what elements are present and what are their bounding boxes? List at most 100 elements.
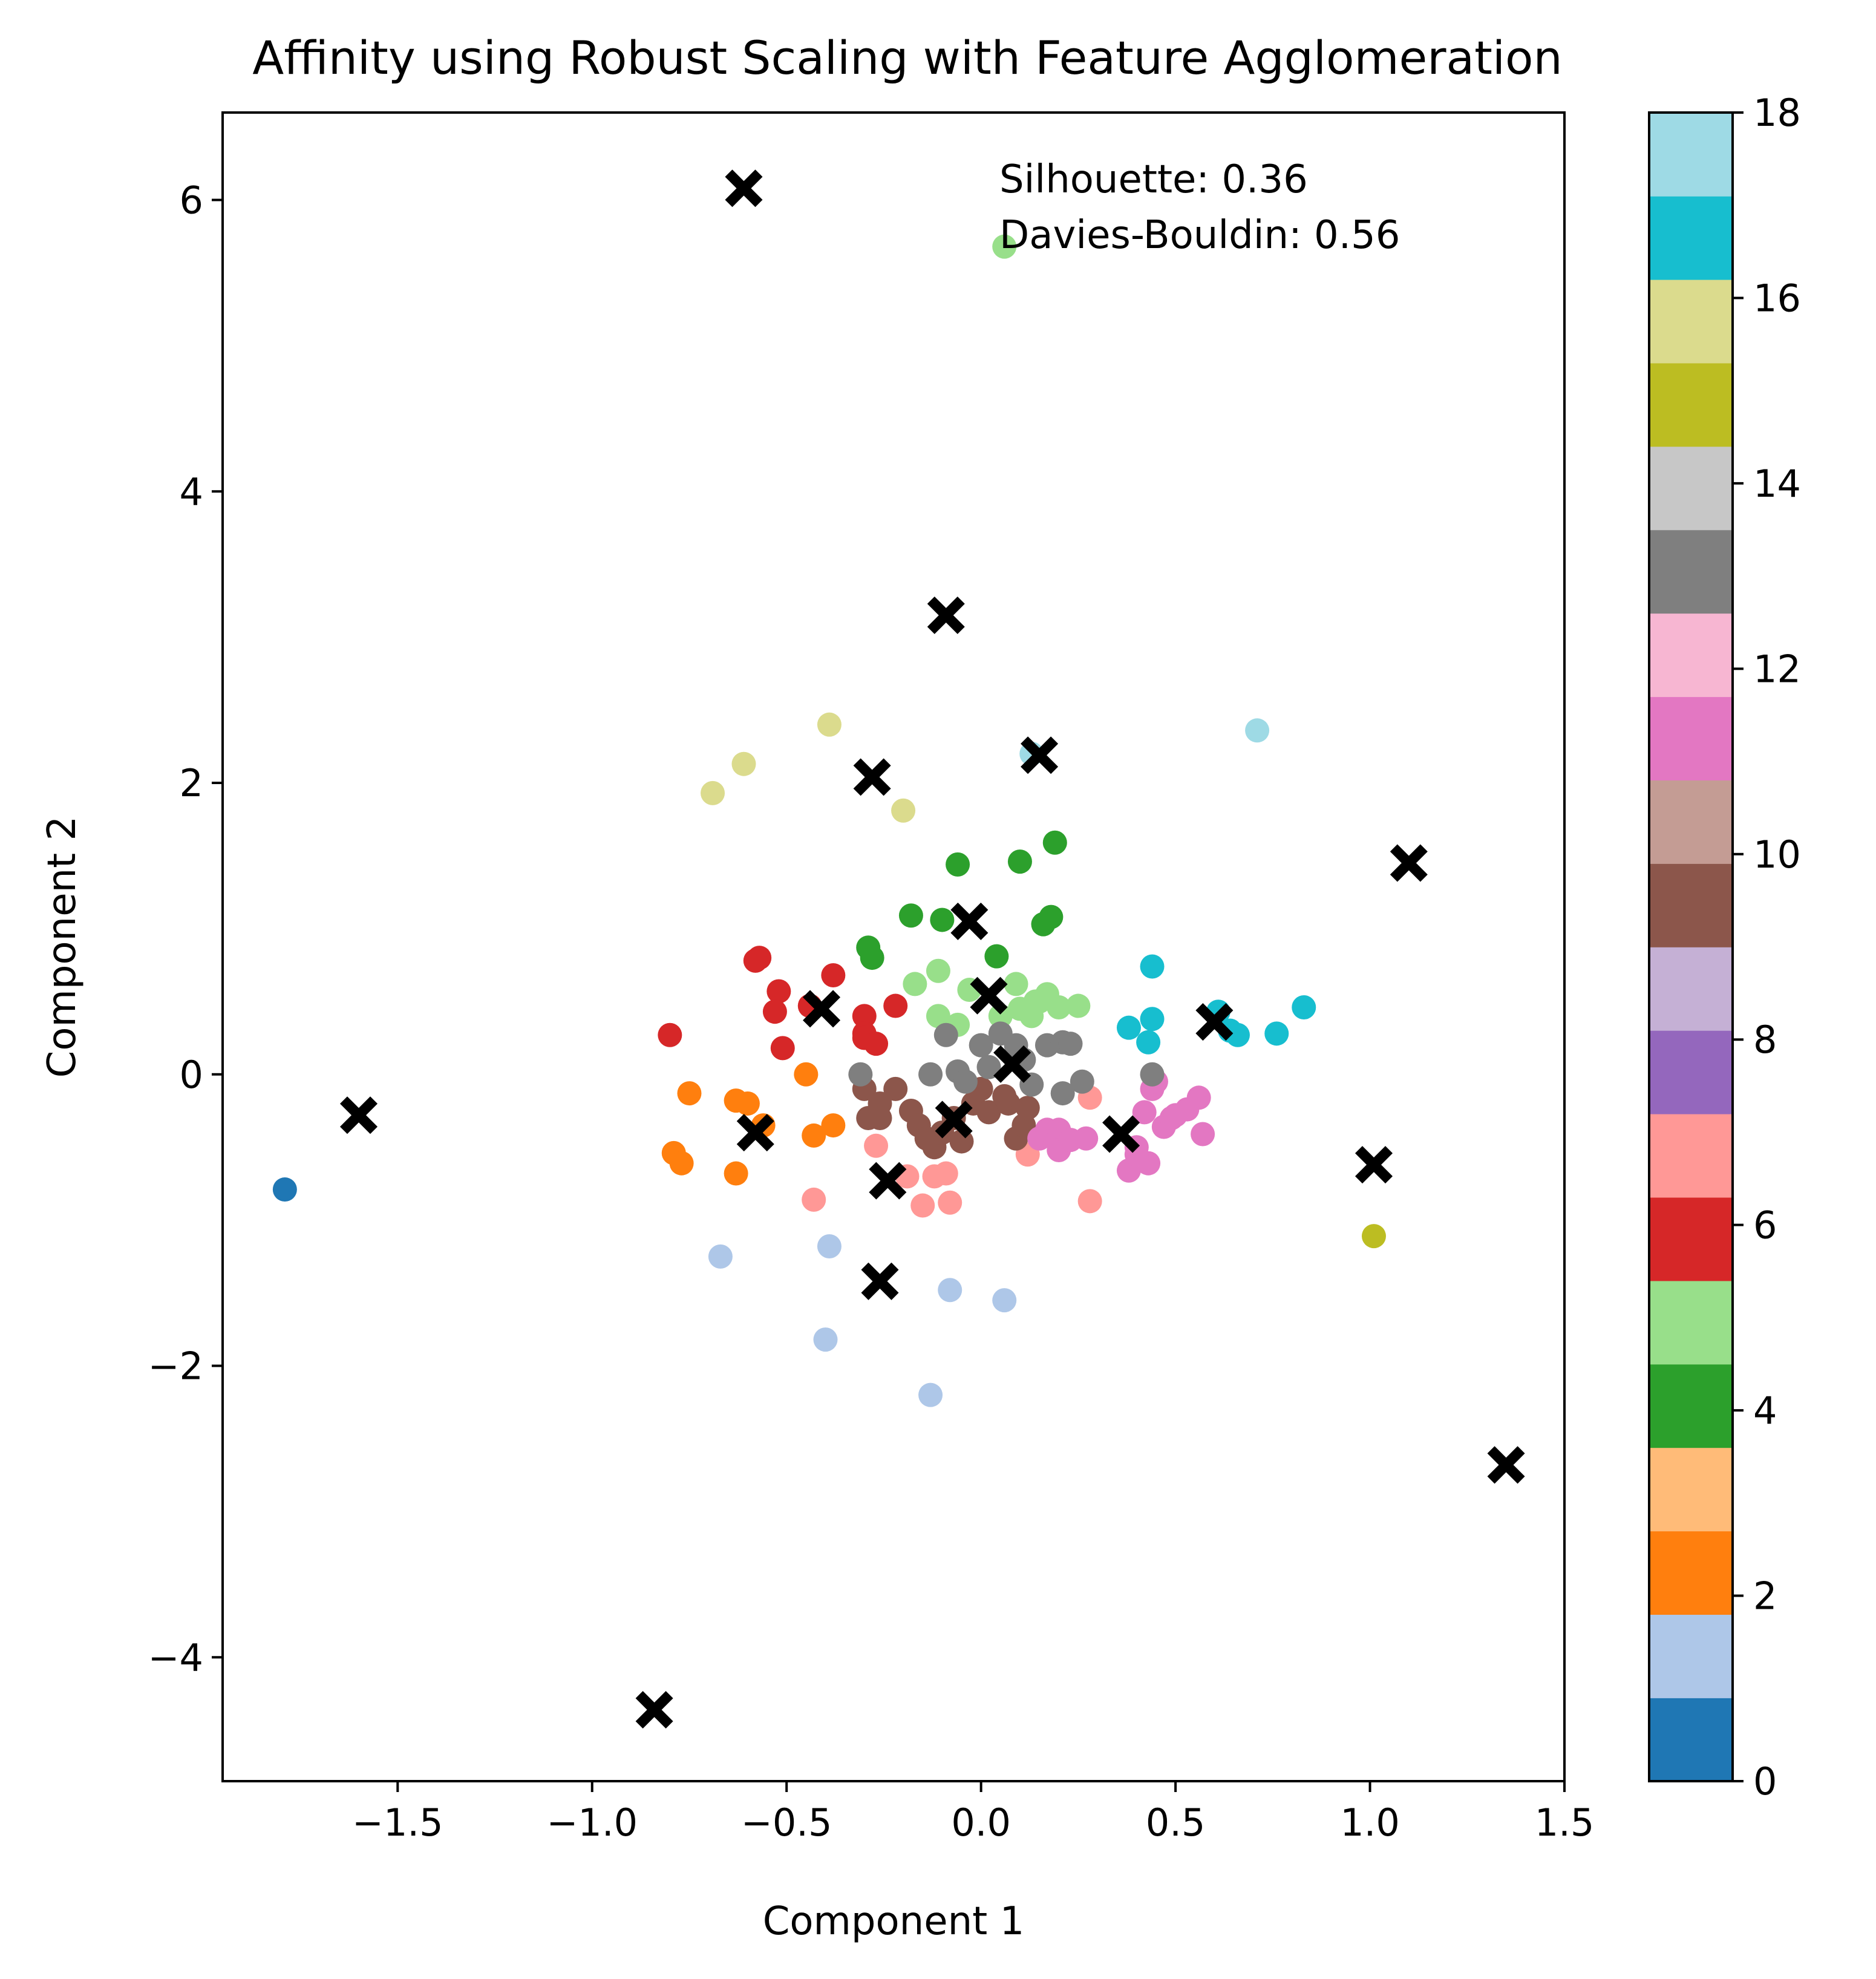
- cluster-center-marker: [927, 596, 965, 635]
- colorbar-segment: [1649, 696, 1733, 780]
- colorbar-tick-label: 16: [1753, 276, 1801, 320]
- data-point-cluster-18: [1140, 954, 1165, 979]
- y-tick-label: −2: [148, 1344, 203, 1389]
- colorbar-segment: [1649, 279, 1733, 364]
- data-point-cluster-5: [1047, 995, 1071, 1019]
- colorbar-tick-label: 6: [1753, 1203, 1777, 1248]
- colorbar-segment: [1649, 613, 1733, 698]
- data-point-cluster-5: [926, 958, 950, 983]
- data-point-cluster-10: [992, 1084, 1017, 1108]
- data-point-cluster-2: [794, 1062, 819, 1087]
- data-point-cluster-5: [1004, 972, 1028, 996]
- cluster-center-marker: [1487, 1446, 1525, 1484]
- data-point-cluster-5: [1066, 993, 1091, 1018]
- colorbar-tick-label: 0: [1753, 1759, 1777, 1804]
- cluster-center-marker: [339, 1096, 378, 1134]
- cluster-center-marker: [1355, 1146, 1393, 1184]
- data-point-cluster-7: [802, 1187, 826, 1212]
- colorbar-segment: [1649, 1113, 1733, 1198]
- cluster-center-marker: [853, 758, 891, 796]
- data-point-cluster-1: [938, 1278, 963, 1303]
- cluster-center-marker: [736, 1114, 774, 1152]
- x-axis-ticks: −1.5 −1.0 −0.5 0.0 0.5 1.0 1.5: [352, 1781, 1594, 1845]
- colorbar-segment: [1649, 113, 1733, 197]
- x-tick-label: 0.5: [1146, 1801, 1206, 1845]
- data-point-cluster-14: [976, 1055, 1001, 1079]
- data-point-cluster-14: [1070, 1069, 1094, 1094]
- cluster-center-marker: [1021, 736, 1059, 774]
- data-point-cluster-17: [817, 712, 842, 737]
- x-tick-label: −0.5: [741, 1801, 832, 1845]
- y-tick-label: 2: [180, 761, 203, 805]
- data-point-cluster-4: [1031, 912, 1056, 937]
- y-axis-label: Component 2: [40, 816, 85, 1078]
- data-point-cluster-12: [1186, 1085, 1211, 1110]
- data-point-cluster-2: [802, 1123, 826, 1148]
- x-tick-label: −1.0: [546, 1801, 638, 1845]
- data-point-cluster-7: [864, 1133, 889, 1158]
- data-point-cluster-2: [724, 1161, 748, 1186]
- cluster-center-marker: [869, 1162, 907, 1200]
- cluster-centers: [339, 169, 1525, 1729]
- data-point-cluster-7: [910, 1193, 935, 1218]
- data-point-cluster-7: [933, 1161, 958, 1186]
- colorbar-segment: [1649, 195, 1733, 280]
- colorbar-tick-label: 14: [1753, 462, 1801, 506]
- cluster-center-marker: [1195, 1003, 1234, 1041]
- plot-frame: [221, 111, 1566, 1782]
- data-point-cluster-18: [1140, 1007, 1165, 1032]
- data-point-cluster-0: [272, 1177, 297, 1202]
- x-tick-label: 1.5: [1535, 1801, 1595, 1845]
- silhouette-annotation: Silhouette: 0.36: [999, 157, 1308, 202]
- data-point-cluster-14: [933, 1022, 958, 1047]
- data-point-cluster-2: [821, 1113, 846, 1138]
- plot-points: [272, 234, 1386, 1407]
- data-point-cluster-12: [1191, 1122, 1215, 1147]
- data-point-cluster-4: [898, 903, 923, 928]
- cluster-center-marker: [935, 1101, 973, 1139]
- data-point-cluster-12: [1132, 1100, 1157, 1125]
- data-point-cluster-17: [891, 798, 916, 823]
- colorbar-segment: [1649, 1447, 1733, 1532]
- data-point-cluster-4: [984, 944, 1009, 969]
- colorbar-segment: [1649, 863, 1733, 947]
- data-point-cluster-14: [1050, 1081, 1075, 1106]
- y-tick-label: 0: [180, 1053, 203, 1097]
- data-point-cluster-14: [848, 1062, 873, 1087]
- data-point-cluster-6: [821, 963, 846, 987]
- colorbar-ticks: 0 2 4 6 8 10 12 14 16 18: [1733, 91, 1801, 1804]
- colorbar-tick-label: 2: [1753, 1574, 1777, 1618]
- data-point-cluster-14: [918, 1062, 943, 1087]
- data-point-cluster-5: [1027, 989, 1052, 1014]
- colorbar-tick-label: 8: [1753, 1018, 1777, 1062]
- data-point-cluster-4: [860, 946, 884, 970]
- data-point-cluster-10: [883, 1076, 908, 1101]
- chart-title: Affinity using Robust Scaling with Featu…: [252, 31, 1562, 85]
- y-tick-label: 6: [180, 178, 203, 223]
- data-point-cluster-1: [817, 1234, 842, 1258]
- cluster-center-marker: [803, 990, 841, 1028]
- colorbar-tick-label: 18: [1753, 91, 1801, 135]
- data-point-cluster-18: [1225, 1022, 1250, 1047]
- data-point-cluster-1: [708, 1244, 733, 1269]
- data-point-cluster-6: [852, 1004, 877, 1029]
- davies-bouldin-annotation: Davies-Bouldin: 0.56: [999, 213, 1400, 258]
- colorbar-tick-label: 10: [1753, 832, 1801, 877]
- data-point-cluster-14: [1058, 1032, 1083, 1056]
- data-point-cluster-10: [868, 1106, 892, 1131]
- data-point-cluster-18: [1116, 1015, 1141, 1040]
- data-point-cluster-6: [770, 1036, 795, 1061]
- data-point-cluster-16: [1361, 1224, 1386, 1249]
- colorbar-tick-label: 4: [1753, 1389, 1777, 1433]
- data-point-cluster-2: [669, 1151, 694, 1176]
- cluster-center-marker: [725, 169, 763, 208]
- y-axis-ticks: −4 −2 0 2 4 6: [148, 178, 223, 1680]
- data-point-cluster-17: [701, 780, 725, 805]
- x-tick-label: −1.5: [352, 1801, 443, 1845]
- colorbar-segment: [1649, 780, 1733, 864]
- data-point-cluster-4: [1007, 849, 1032, 874]
- data-point-cluster-17: [731, 751, 756, 776]
- colorbar-segment: [1649, 1698, 1733, 1782]
